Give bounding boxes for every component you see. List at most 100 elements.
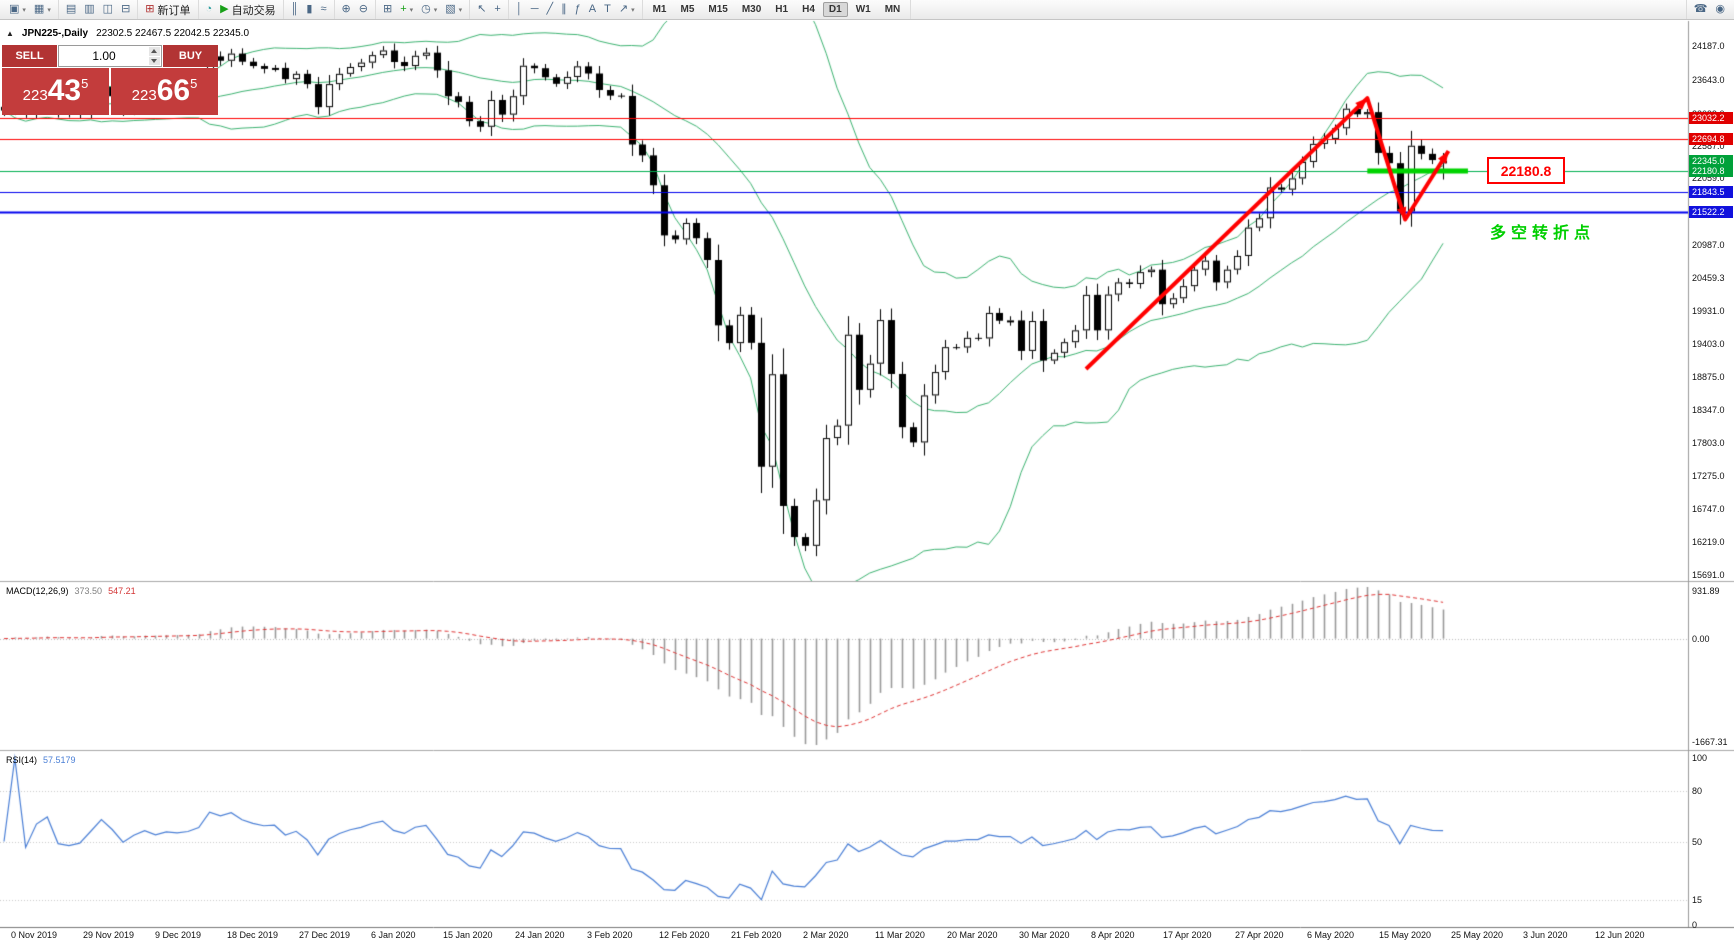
community-icon: ◉	[1715, 3, 1725, 15]
arrows-button[interactable]: ↗ ▾	[615, 1, 639, 18]
timeframe-button-m15[interactable]: M15	[708, 4, 728, 15]
cursor-button[interactable]: ↖	[473, 1, 490, 18]
volume-input[interactable]	[59, 46, 161, 66]
arrows-icon: ↗	[618, 3, 629, 15]
toolbar-group-file: ▣ ▾ ▦ ▾	[2, 0, 59, 19]
buy-price-panel[interactable]: 223 66 5	[111, 68, 218, 115]
horizontal-line-button[interactable]: ─	[527, 1, 543, 18]
data-window-icon: ▥	[84, 3, 95, 15]
caret-down-icon: ▾	[47, 6, 51, 14]
tile-windows-icon: ⊞	[382, 3, 393, 15]
toolbar-group-objects: │ ─ ╱ ∥ ƒ A T ↗ ▾	[509, 0, 643, 19]
zoom-in-button[interactable]: ⊕	[338, 1, 355, 18]
macd-signal-value: 547.21	[108, 586, 136, 596]
channel-icon: ∥	[561, 3, 567, 15]
tile-windows-button[interactable]: ⊞	[379, 1, 396, 18]
buy-price-frac: 5	[190, 76, 198, 91]
new-chart-button[interactable]: ▣ ▾	[5, 1, 30, 18]
chart-window-icon: ▣	[9, 3, 20, 15]
timeframe-button-m5[interactable]: M5	[680, 4, 695, 15]
price-level-annotation[interactable]: 22180.8	[1487, 157, 1565, 184]
line-chart-icon: ≈	[320, 3, 327, 15]
mql-circle-icon: ◔	[205, 3, 213, 15]
macd-name: MACD(12,26,9)	[6, 586, 69, 596]
volume-increase-button[interactable]	[149, 47, 160, 56]
timeframe-button-m1[interactable]: M1	[652, 4, 667, 15]
zoom-out-button[interactable]: ⊖	[355, 1, 372, 18]
timeframe-button-w1[interactable]: W1	[855, 4, 871, 15]
volume-decrease-button[interactable]	[149, 56, 160, 65]
navigator-button[interactable]: ◫	[99, 1, 117, 18]
bar-chart-icon: ║	[290, 3, 299, 15]
autotrading-button[interactable]: ▶ 自动交易	[216, 1, 279, 18]
market-watch-icon: ▤	[65, 3, 77, 15]
buy-button[interactable]: BUY	[163, 45, 218, 67]
crosshair-icon: +	[494, 3, 501, 15]
fibonacci-button[interactable]: ƒ	[571, 1, 585, 18]
community-button[interactable]: ◉	[1711, 1, 1729, 18]
label-icon: T	[604, 3, 611, 15]
mql-community-icon-button[interactable]: ◔	[202, 1, 217, 18]
toolbar-group-cursor: ↖ +	[470, 0, 509, 19]
trendline-button[interactable]: ╱	[543, 1, 558, 18]
new-order-icon: ⊞	[145, 3, 155, 15]
toolbar-group-panels: ▤ ▥ ◫ ⊟	[59, 0, 139, 19]
caret-down-icon: ▾	[631, 6, 635, 14]
terminal-button[interactable]: ⊟	[117, 1, 134, 18]
candlestick-icon: ▮	[306, 3, 313, 15]
main-toolbar: ▣ ▾ ▦ ▾ ▤ ▥ ◫ ⊟ ⊞ 新订单 ◔ ▶ 自动交易 ║ ▮ ≈ ⊕ ⊖ ⊞ + ▾ ◷ ▾ ▧ ▾ ↖ + │ ─ ╱ ∥ ƒ A T ↗…	[0, 0, 1734, 20]
toolbar-group-order: ⊞ 新订单	[138, 0, 199, 19]
toolbar-group-zoom: ⊕ ⊖	[335, 0, 376, 19]
trade-buttons-row: SELL BUY	[2, 45, 218, 67]
vertical-line-button[interactable]: │	[512, 1, 527, 18]
support-button[interactable]: ☎	[1690, 1, 1712, 18]
label-button[interactable]: T	[600, 1, 615, 18]
timeframe-button-h4[interactable]: H4	[802, 4, 815, 15]
toolbar-group-apps: ◔ ▶ 自动交易	[199, 0, 284, 19]
volume-spinner	[149, 47, 160, 65]
rsi-indicator-label: RSI(14) 57.5179	[6, 755, 76, 765]
profiles-button[interactable]: ▦ ▾	[30, 1, 55, 18]
turning-point-annotation[interactable]: 多空转折点	[1490, 225, 1596, 242]
caret-down-icon: ▾	[433, 6, 438, 14]
channel-button[interactable]: ∥	[557, 1, 571, 18]
indicators-button[interactable]: + ▾	[396, 1, 417, 18]
text-icon: A	[588, 3, 597, 15]
macd-main-value: 373.50	[74, 586, 103, 596]
buy-price-big: 66	[156, 74, 191, 107]
crosshair-button[interactable]: +	[490, 1, 504, 18]
timeframe-button-mn[interactable]: MN	[884, 4, 901, 15]
text-button[interactable]: A	[585, 1, 600, 18]
trade-prices-row: 223 43 5 223 66 5	[2, 68, 218, 115]
vertical-line-icon: │	[515, 3, 523, 15]
candlestick-button[interactable]: ▮	[302, 1, 316, 18]
timeframe-button-m30[interactable]: M30	[741, 4, 762, 15]
add-indicator-icon: +	[400, 3, 407, 15]
sell-price-panel[interactable]: 223 43 5	[2, 68, 109, 115]
oct-collapse-icon[interactable]: ▲	[6, 29, 14, 38]
caret-down-icon: ▾	[458, 6, 463, 14]
template-icon: ▧	[445, 3, 456, 15]
sell-button[interactable]: SELL	[2, 45, 57, 67]
bar-chart-button[interactable]: ║	[287, 1, 303, 18]
timeframe-button-d1[interactable]: D1	[822, 2, 848, 17]
cursor-arrow-icon: ↖	[477, 3, 487, 15]
toolbar-group-arrange: ⊞ + ▾ ◷ ▾ ▧ ▾	[376, 0, 471, 19]
toolbar-group-timeframes: M1 M5 M15 M30 H1 H4 D1 W1 MN	[643, 0, 912, 19]
market-watch-button[interactable]: ▤	[62, 1, 80, 18]
zoom-out-icon: ⊖	[358, 3, 368, 15]
data-window-button[interactable]: ▥	[80, 1, 98, 18]
clock-icon: ◷	[421, 3, 431, 15]
line-chart-button[interactable]: ≈	[316, 1, 330, 18]
periods-button[interactable]: ◷ ▾	[417, 1, 441, 18]
templates-button[interactable]: ▧ ▾	[441, 1, 466, 18]
caret-down-icon: ▾	[409, 6, 414, 14]
zoom-in-icon: ⊕	[341, 3, 351, 15]
new-order-button[interactable]: ⊞ 新订单	[141, 1, 194, 18]
toolbar-groups: ▣ ▾ ▦ ▾ ▤ ▥ ◫ ⊟ ⊞ 新订单 ◔ ▶ 自动交易 ║ ▮ ≈ ⊕ ⊖ ⊞ + ▾ ◷ ▾ ▧ ▾ ↖ + │ ─ ╱ ∥ ƒ A T ↗…	[2, 0, 912, 19]
toolbar-group-chart-type: ║ ▮ ≈	[284, 0, 335, 19]
timeframe-button-h1[interactable]: H1	[775, 4, 789, 15]
